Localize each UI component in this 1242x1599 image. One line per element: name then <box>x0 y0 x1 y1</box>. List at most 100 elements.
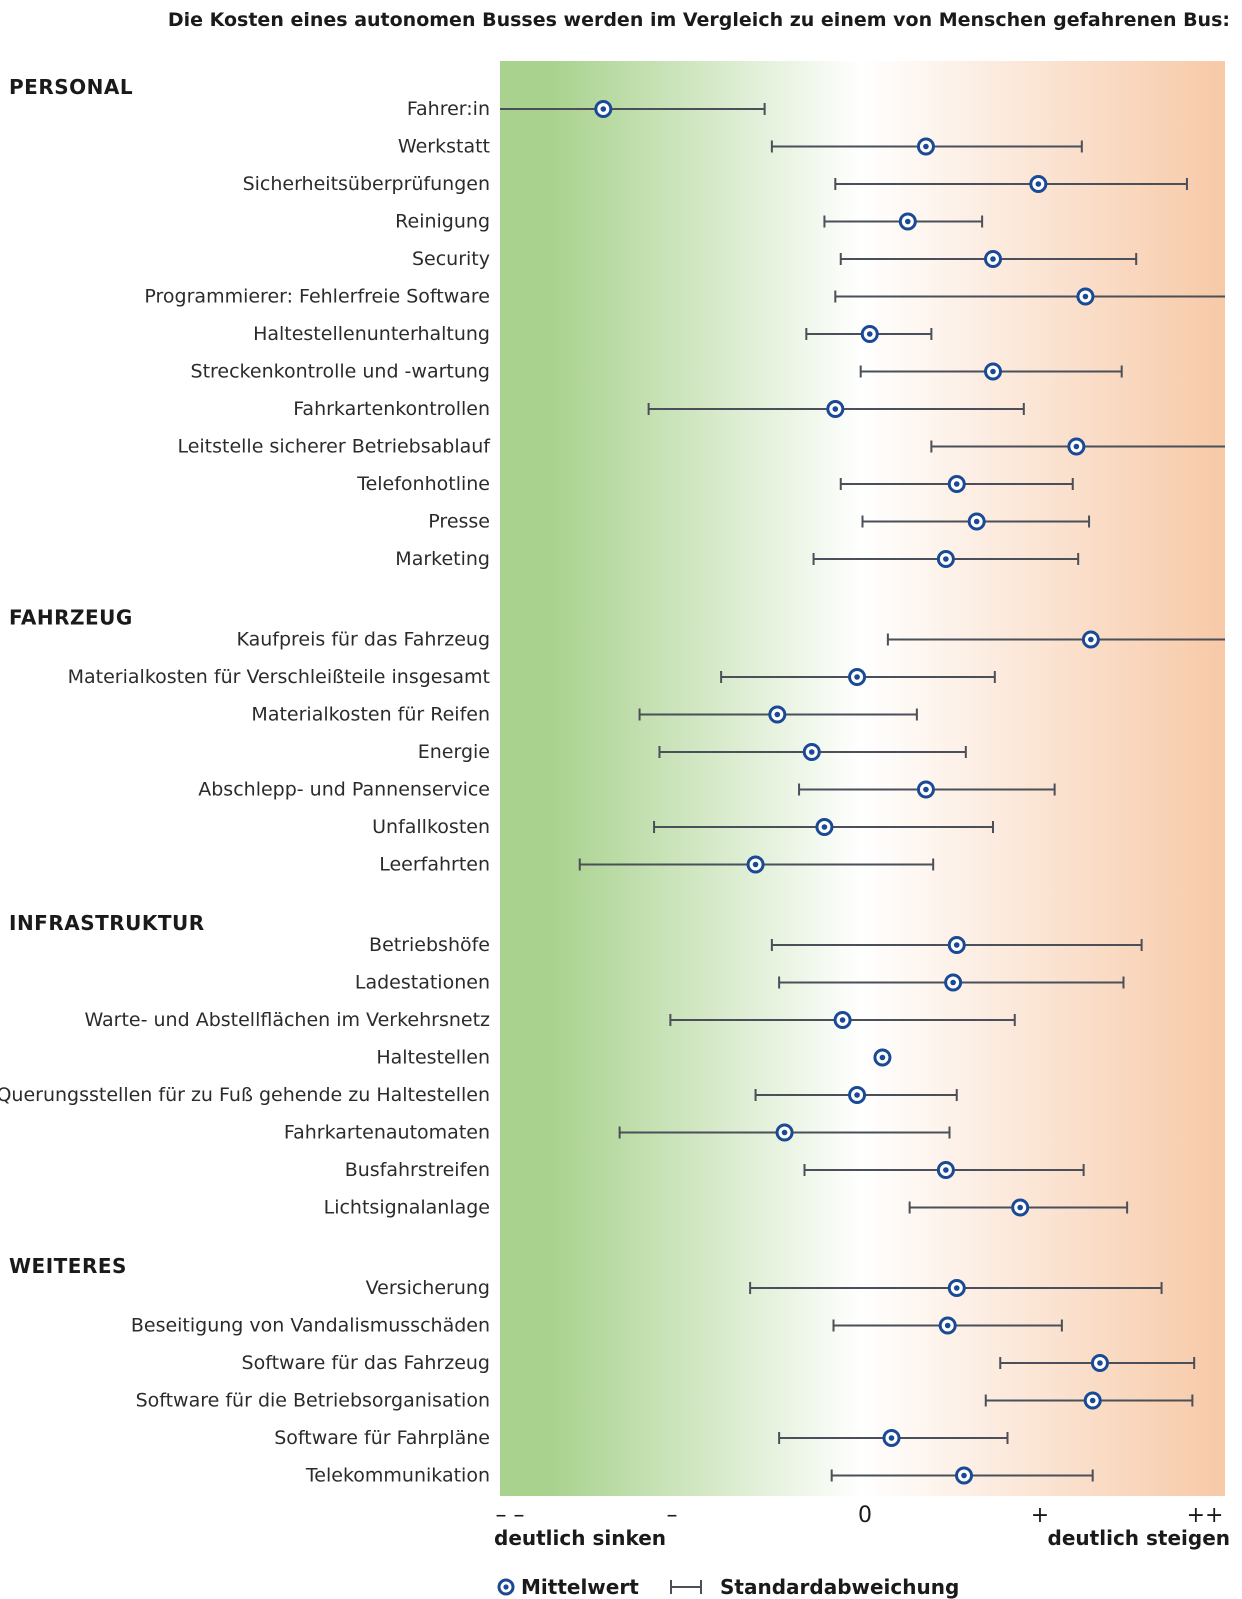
mean-marker-dot <box>923 786 929 793</box>
legend-mean-marker <box>497 1578 515 1596</box>
mean-marker-dot <box>854 1092 860 1098</box>
mean-marker-dot <box>808 749 815 755</box>
data-point <box>770 936 1143 954</box>
mean-marker-dot <box>944 1322 951 1329</box>
row-label: Versicherung <box>366 1277 490 1299</box>
mean-marker-dot <box>905 218 911 225</box>
row-label: Materialkosten für Reifen <box>251 704 490 726</box>
x-end-label-left: deutlich sinken <box>494 1526 666 1550</box>
mean-marker-dot <box>953 1285 960 1291</box>
data-point <box>859 362 1123 381</box>
mean-marker-dot <box>1089 1397 1096 1404</box>
x-tick-label: ++ <box>1187 1503 1224 1528</box>
data-point <box>999 1354 1196 1372</box>
section-label: FAHRZEUG <box>9 606 133 630</box>
row-label: Materialkosten für Verschleißteile insge… <box>68 666 490 688</box>
mean-marker-dot <box>854 674 860 680</box>
row-label: Querungsstellen für zu Fuß gehende zu Ha… <box>0 1084 490 1106</box>
data-point <box>647 400 1025 418</box>
data-point <box>770 137 1083 156</box>
row-label: Fahrkartenkontrollen <box>293 398 490 420</box>
data-point <box>839 475 1074 493</box>
row-label: Haltestellenunterhaltung <box>253 323 490 345</box>
mean-marker-dot <box>888 1435 895 1441</box>
data-point <box>754 1086 958 1104</box>
data-point <box>834 287 1225 306</box>
mean-marker-dot <box>839 1017 846 1023</box>
row-label: Warte- und Abstellflächen im Verkehrsnet… <box>84 1009 490 1031</box>
mean-marker-dot <box>1088 636 1094 643</box>
legend-mean-label: Mittelwert <box>521 1575 639 1599</box>
mean-marker-dot <box>953 942 960 948</box>
data-point <box>578 855 935 874</box>
mean-marker-dot <box>879 1054 886 1061</box>
row-label: Werkstatt <box>398 136 490 158</box>
mean-marker-dot <box>1073 443 1080 450</box>
row-label: Ladestationen <box>355 972 490 994</box>
mean-marker-dot <box>1097 1360 1103 1366</box>
row-label: Busfahrstreifen <box>345 1159 490 1181</box>
row-label: Leerfahrten <box>379 854 490 876</box>
mean-marker-dot <box>821 824 828 830</box>
row-label: Telefonhotline <box>356 473 490 495</box>
row-label: Abschlepp- und Pannenservice <box>198 779 490 801</box>
mean-marker-dot <box>943 1167 949 1173</box>
x-tick-label: – <box>667 1503 678 1528</box>
data-point <box>618 1123 951 1142</box>
row-label: Software für das Fahrzeug <box>242 1352 490 1374</box>
chart-title: Die Kosten eines autonomen Busses werden… <box>168 9 1230 31</box>
data-point <box>720 668 996 686</box>
data-point <box>778 1429 1009 1447</box>
data-point <box>638 705 918 724</box>
mean-marker-dot <box>961 1472 967 1479</box>
row-label: Haltestellen <box>376 1047 490 1069</box>
row-label: Software für Fahrpläne <box>274 1427 490 1449</box>
data-point <box>908 1198 1129 1217</box>
mean-marker-dot <box>990 368 996 375</box>
mean-marker-dot <box>1035 181 1042 187</box>
mean-marker-dot <box>781 1129 788 1136</box>
data-point <box>832 1316 1063 1335</box>
x-tick-label: 0 <box>858 1503 872 1528</box>
data-point <box>823 212 984 231</box>
data-point <box>749 1279 1163 1297</box>
row-label: Marketing <box>395 548 490 570</box>
x-end-label-right: deutlich steigen <box>1048 1526 1230 1550</box>
legend-sd-label: Standardabweichung <box>720 1575 959 1599</box>
data-point <box>861 512 1091 531</box>
data-point <box>830 1466 1094 1485</box>
x-tick-label: + <box>1031 1503 1049 1528</box>
mean-marker-dot <box>1082 293 1089 300</box>
mean-marker-dot <box>923 143 929 150</box>
data-point <box>653 818 994 836</box>
row-label: Unfallkosten <box>372 816 490 838</box>
data-point <box>812 550 1080 568</box>
section-label: INFRASTRUKTUR <box>9 911 205 935</box>
mean-marker-dot <box>832 406 839 412</box>
data-point <box>930 437 1225 456</box>
data-point <box>834 175 1188 193</box>
mean-marker-dot <box>774 711 781 718</box>
row-label: Energie <box>418 741 490 763</box>
data-point <box>669 1011 1016 1029</box>
mean-marker-dot <box>943 556 949 562</box>
data-point <box>886 630 1225 649</box>
mean-marker-dot <box>752 861 759 868</box>
mean-marker-dot <box>990 256 996 262</box>
row-label: Software für die Betriebsorganisation <box>136 1390 490 1412</box>
mean-marker-dot <box>973 518 980 525</box>
row-label: Security <box>412 248 490 270</box>
data-point <box>500 100 766 118</box>
mean-marker-dot <box>600 106 607 112</box>
row-label: Fahrkartenautomaten <box>284 1122 490 1144</box>
legend-sd-marker <box>670 1580 702 1594</box>
row-label: Beseitigung von Vandalismusschäden <box>131 1315 490 1337</box>
data-point <box>778 973 1125 992</box>
data-point <box>803 1161 1085 1179</box>
row-label: Kaufpreis für das Fahrzeug <box>236 629 490 651</box>
row-label: Programmierer: Fehlerfreie Software <box>144 286 490 308</box>
section-label: PERSONAL <box>9 75 133 99</box>
data-point <box>805 325 933 343</box>
data-point <box>873 1048 892 1067</box>
